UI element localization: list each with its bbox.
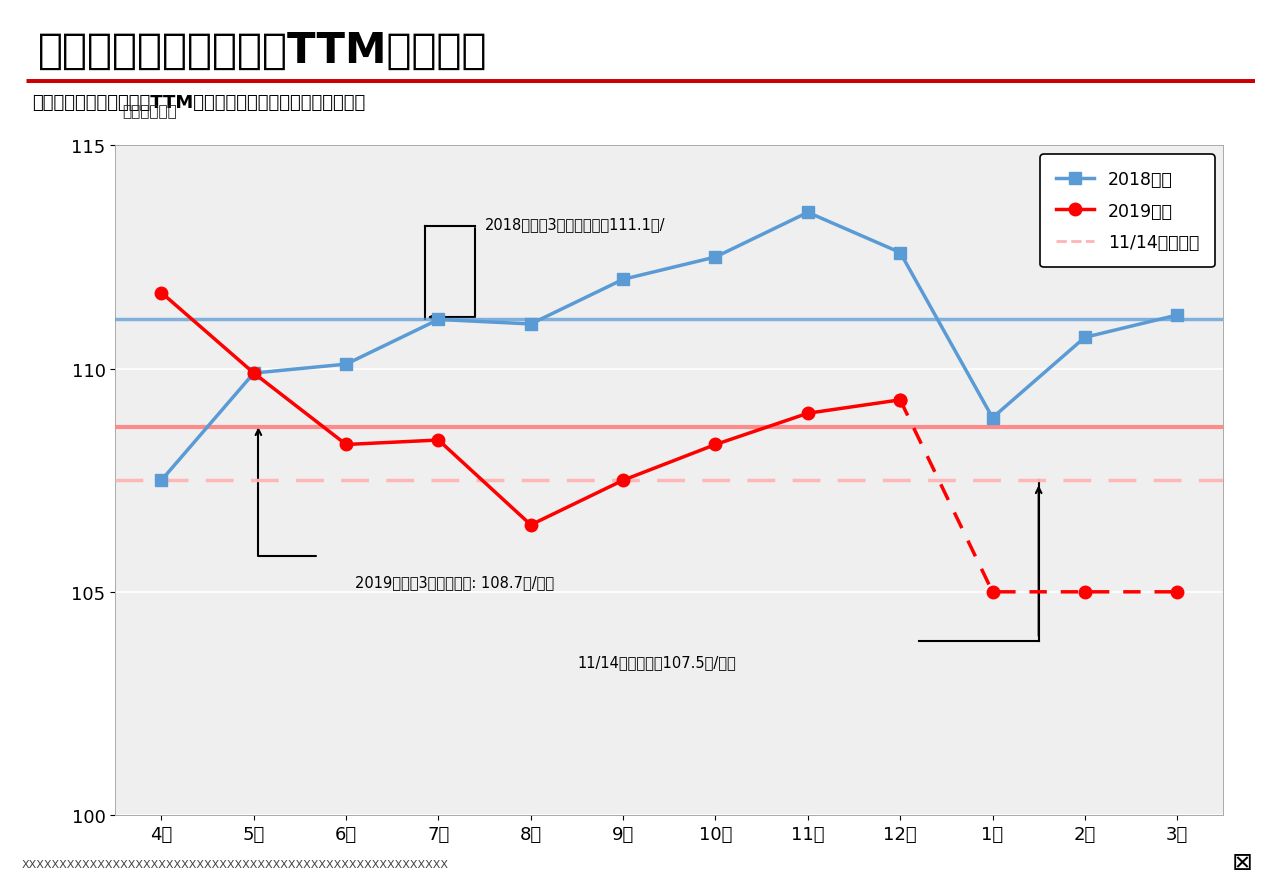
2019年度	[893, 395, 908, 406]
2018年度	[615, 275, 630, 285]
2018年度	[985, 413, 1000, 424]
2019年度	[708, 439, 724, 450]
Text: 【円／米＄為替レート（TTM）の月次推移と業績予想前提水準】: 【円／米＄為替レート（TTM）の月次推移と業績予想前提水準】	[32, 94, 365, 113]
2019年度	[801, 408, 816, 419]
2019年度	[430, 435, 446, 446]
Line: 2019年度: 2019年度	[155, 287, 907, 532]
2018年度	[154, 476, 169, 486]
2019年度	[246, 369, 261, 379]
2019年度	[338, 439, 354, 450]
Text: 2019年度第3四半期平均: 108.7円/米＄: 2019年度第3四半期平均: 108.7円/米＄	[355, 574, 555, 589]
2018年度	[1170, 310, 1185, 321]
2018年度	[893, 248, 908, 259]
Line: 2018年度: 2018年度	[156, 207, 1182, 486]
2018年度	[523, 319, 538, 330]
2018年度	[708, 253, 724, 263]
2018年度	[1077, 332, 1093, 343]
Text: ⊠: ⊠	[1232, 850, 1253, 874]
2019年度	[523, 520, 538, 531]
Text: 円／米＄為替レート（TTM）の推移: 円／米＄為替レート（TTM）の推移	[38, 30, 487, 72]
Text: 2018年度第3四半期平均：111.1円/: 2018年度第3四半期平均：111.1円/	[484, 217, 665, 232]
2018年度	[246, 369, 261, 379]
Text: （円／米＄）: （円／米＄）	[123, 105, 178, 120]
2019年度	[615, 476, 630, 486]
Text: XXXXXXXXXXXXXXXXXXXXXXXXXXXXXXXXXXXXXXXXXXXXXXXXXXXXXXXX: XXXXXXXXXXXXXXXXXXXXXXXXXXXXXXXXXXXXXXXX…	[22, 859, 448, 869]
Legend: 2018年度, 2019年度, 11/14公表前提: 2018年度, 2019年度, 11/14公表前提	[1040, 155, 1214, 268]
2018年度	[338, 360, 354, 370]
Text: 11/14公表前提：107.5円/米＄: 11/14公表前提：107.5円/米＄	[576, 655, 735, 670]
2019年度	[154, 288, 169, 299]
2018年度	[430, 315, 446, 325]
2018年度	[801, 208, 816, 219]
